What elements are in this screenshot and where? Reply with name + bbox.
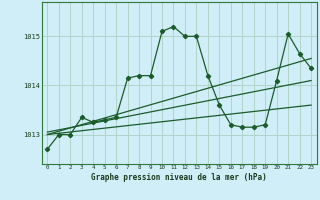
X-axis label: Graphe pression niveau de la mer (hPa): Graphe pression niveau de la mer (hPa) (91, 173, 267, 182)
